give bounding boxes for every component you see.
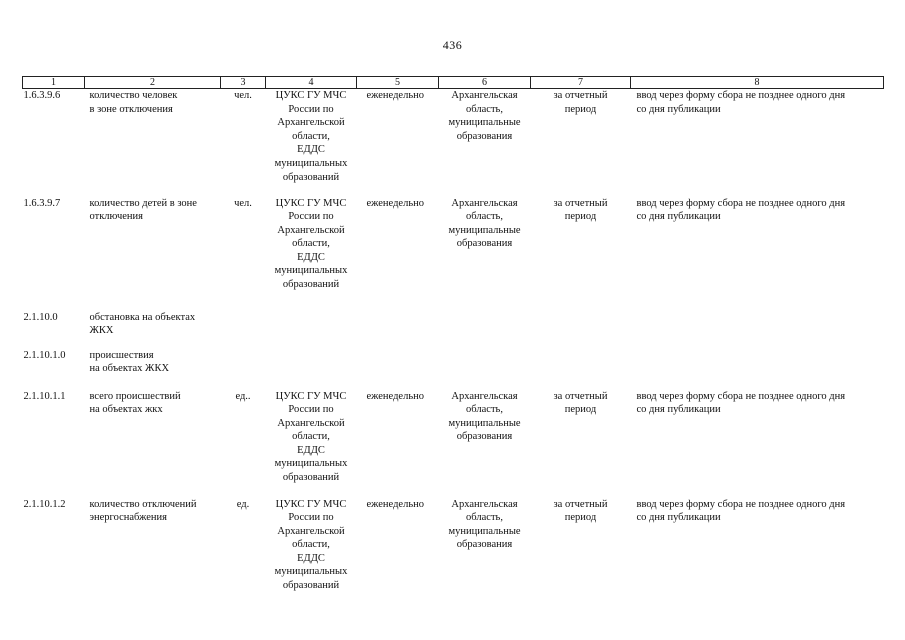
column-header-2: 2 bbox=[84, 76, 221, 89]
input-method: ввод через форму сбора не позднее одного… bbox=[636, 90, 846, 115]
territory: Архангельская область, муниципальные обр… bbox=[448, 197, 521, 250]
input-method: ввод через форму сбора не позднее одного… bbox=[636, 390, 846, 416]
row-number: 2.1.10.1.2 bbox=[23, 498, 66, 510]
period: за отчетный период bbox=[553, 90, 608, 115]
territory bbox=[439, 311, 531, 349]
territory: Архангельская область, муниципальные обр… bbox=[448, 390, 521, 443]
column-header-8: 8 bbox=[630, 76, 884, 89]
page-number: 436 bbox=[442, 38, 463, 52]
column-number-header-row: 1 2 3 4 5 6 7 8 bbox=[22, 76, 884, 89]
column-header-3: 3 bbox=[220, 76, 266, 89]
unit bbox=[221, 311, 266, 349]
input-method: ввод через форму сбора не позднее одного… bbox=[636, 498, 846, 524]
period: за отчетный период bbox=[553, 197, 608, 223]
table-row: 2.1.10.1.0 происшествия на объектах ЖКХ bbox=[23, 349, 884, 390]
period: за отчетный период bbox=[553, 390, 608, 416]
indicator-name: количество детей в зоне отключения bbox=[89, 197, 197, 223]
column-header-5: 5 bbox=[356, 76, 439, 89]
frequency: еженедельно bbox=[366, 390, 424, 402]
frequency bbox=[357, 311, 439, 349]
territory: Архангельская область, муниципальные обр… bbox=[448, 90, 521, 142]
data-source: ЦУКС ГУ МЧС России по Архангельской обла… bbox=[274, 90, 348, 183]
unit: чел. bbox=[234, 90, 252, 101]
data-source bbox=[266, 311, 357, 349]
table-row: 2.1.10.0 обстановка на объектах ЖКХ bbox=[23, 311, 884, 349]
period bbox=[531, 349, 631, 390]
table-row: 1.6.3.9.7 количество детей в зоне отключ… bbox=[23, 197, 884, 311]
input-method bbox=[631, 349, 884, 390]
frequency: еженедельно bbox=[366, 498, 424, 510]
data-table: 1 2 3 4 5 6 7 8 1.6.3.9.6 количество чел… bbox=[22, 76, 884, 598]
row-number: 2.1.10.1.1 bbox=[23, 390, 66, 402]
data-source: ЦУКС ГУ МЧС России по Архангельской обла… bbox=[274, 390, 348, 484]
indicator-name: обстановка на объектах ЖКХ bbox=[89, 311, 196, 337]
column-header-4: 4 bbox=[265, 76, 357, 89]
data-source bbox=[266, 349, 357, 390]
indicator-name: количество отключений энергоснабжения bbox=[89, 498, 197, 524]
frequency: еженедельно bbox=[366, 90, 424, 101]
frequency: еженедельно bbox=[366, 197, 424, 209]
input-method: ввод через форму сбора не позднее одного… bbox=[636, 197, 846, 223]
row-number: 1.6.3.9.7 bbox=[23, 197, 61, 209]
row-number: 2.1.10.0 bbox=[23, 311, 58, 323]
unit: ед.. bbox=[235, 390, 251, 402]
table-row: 2.1.10.1.2 количество отключений энергос… bbox=[23, 498, 884, 598]
column-header-6: 6 bbox=[438, 76, 531, 89]
indicator-name: количество человек в зоне отключения bbox=[89, 90, 178, 115]
unit bbox=[221, 349, 266, 390]
frequency bbox=[357, 349, 439, 390]
data-source: ЦУКС ГУ МЧС России по Архангельской обла… bbox=[274, 197, 348, 291]
data-source: ЦУКС ГУ МЧС России по Архангельской обла… bbox=[274, 498, 348, 592]
column-header-7: 7 bbox=[530, 76, 631, 89]
input-method bbox=[631, 311, 884, 349]
indicator-name: всего происшествий на объектах жкх bbox=[89, 390, 181, 416]
indicator-name: происшествия на объектах ЖКХ bbox=[89, 349, 170, 375]
row-number: 1.6.3.9.6 bbox=[23, 90, 61, 101]
unit: чел. bbox=[234, 197, 252, 209]
table-row: 1.6.3.9.6 количество человек в зоне откл… bbox=[23, 89, 884, 197]
territory bbox=[439, 349, 531, 390]
column-header-1: 1 bbox=[22, 76, 85, 89]
period: за отчетный период bbox=[553, 498, 608, 524]
row-number: 2.1.10.1.0 bbox=[23, 349, 66, 361]
unit: ед. bbox=[236, 498, 250, 510]
territory: Архангельская область, муниципальные обр… bbox=[448, 498, 521, 551]
table-row: 2.1.10.1.1 всего происшествий на объекта… bbox=[23, 390, 884, 498]
period bbox=[531, 311, 631, 349]
